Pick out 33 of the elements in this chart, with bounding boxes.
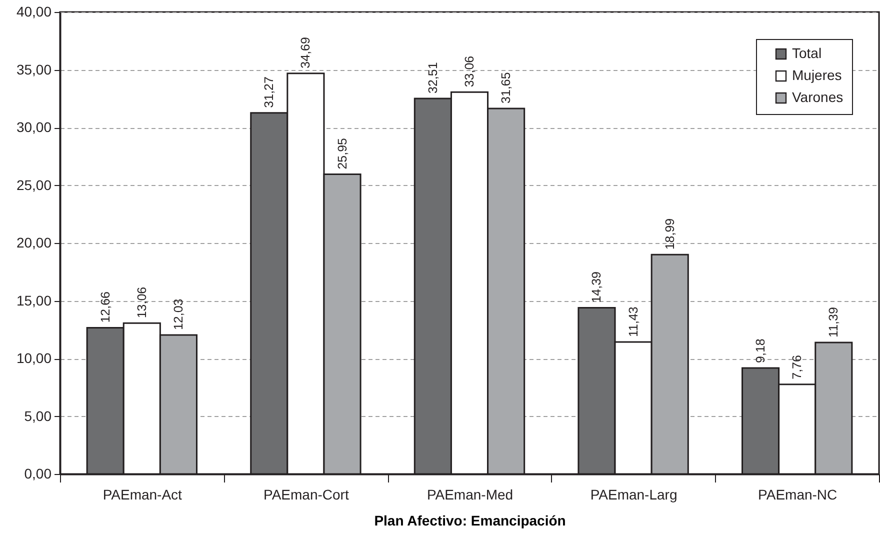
y-tick-label: 35,00: [16, 61, 52, 78]
y-tick-label: 30,00: [16, 119, 52, 135]
x-tick-label: PAEman-Act: [102, 486, 182, 502]
y-tick-label: 10,00: [16, 350, 52, 366]
data-label: 25,95: [335, 138, 350, 170]
y-tick-label: 0,00: [24, 466, 52, 482]
data-label: 12,03: [171, 298, 186, 330]
legend-label: Mujeres: [792, 67, 842, 83]
data-label: 9,18: [754, 338, 768, 363]
y-tick-label: 20,00: [16, 234, 52, 250]
legend-label: Varones: [792, 89, 844, 105]
y-tick-label: 5,00: [24, 408, 52, 424]
data-label: 32,51: [426, 62, 440, 94]
x-axis-title: Plan Afectivo: Emancipación: [374, 512, 566, 528]
data-label: 18,99: [662, 218, 677, 250]
data-label: 13,06: [134, 286, 149, 318]
data-label: 7,76: [790, 354, 804, 380]
x-tick-label: PAEman-Larg: [590, 486, 678, 502]
y-tick-label: 15,00: [16, 292, 52, 308]
data-label: 31,65: [499, 72, 514, 104]
x-tick-label: PAEman-Med: [426, 486, 514, 502]
y-tick-label: 40,00: [16, 4, 52, 20]
data-label: 14,39: [590, 271, 604, 303]
legend-label: Total: [792, 45, 822, 61]
y-tick-label: 25,00: [16, 176, 52, 193]
data-label: 33,06: [462, 56, 476, 88]
x-tick-label: PAEman-NC: [758, 486, 838, 502]
data-label: 34,69: [298, 37, 313, 68]
data-label: 11,39: [826, 307, 841, 338]
data-label: 11,43: [626, 306, 640, 337]
x-tick-label: PAEman-Cort: [264, 486, 349, 502]
data-label: 31,27: [262, 76, 276, 108]
data-label: 12,66: [98, 291, 112, 323]
